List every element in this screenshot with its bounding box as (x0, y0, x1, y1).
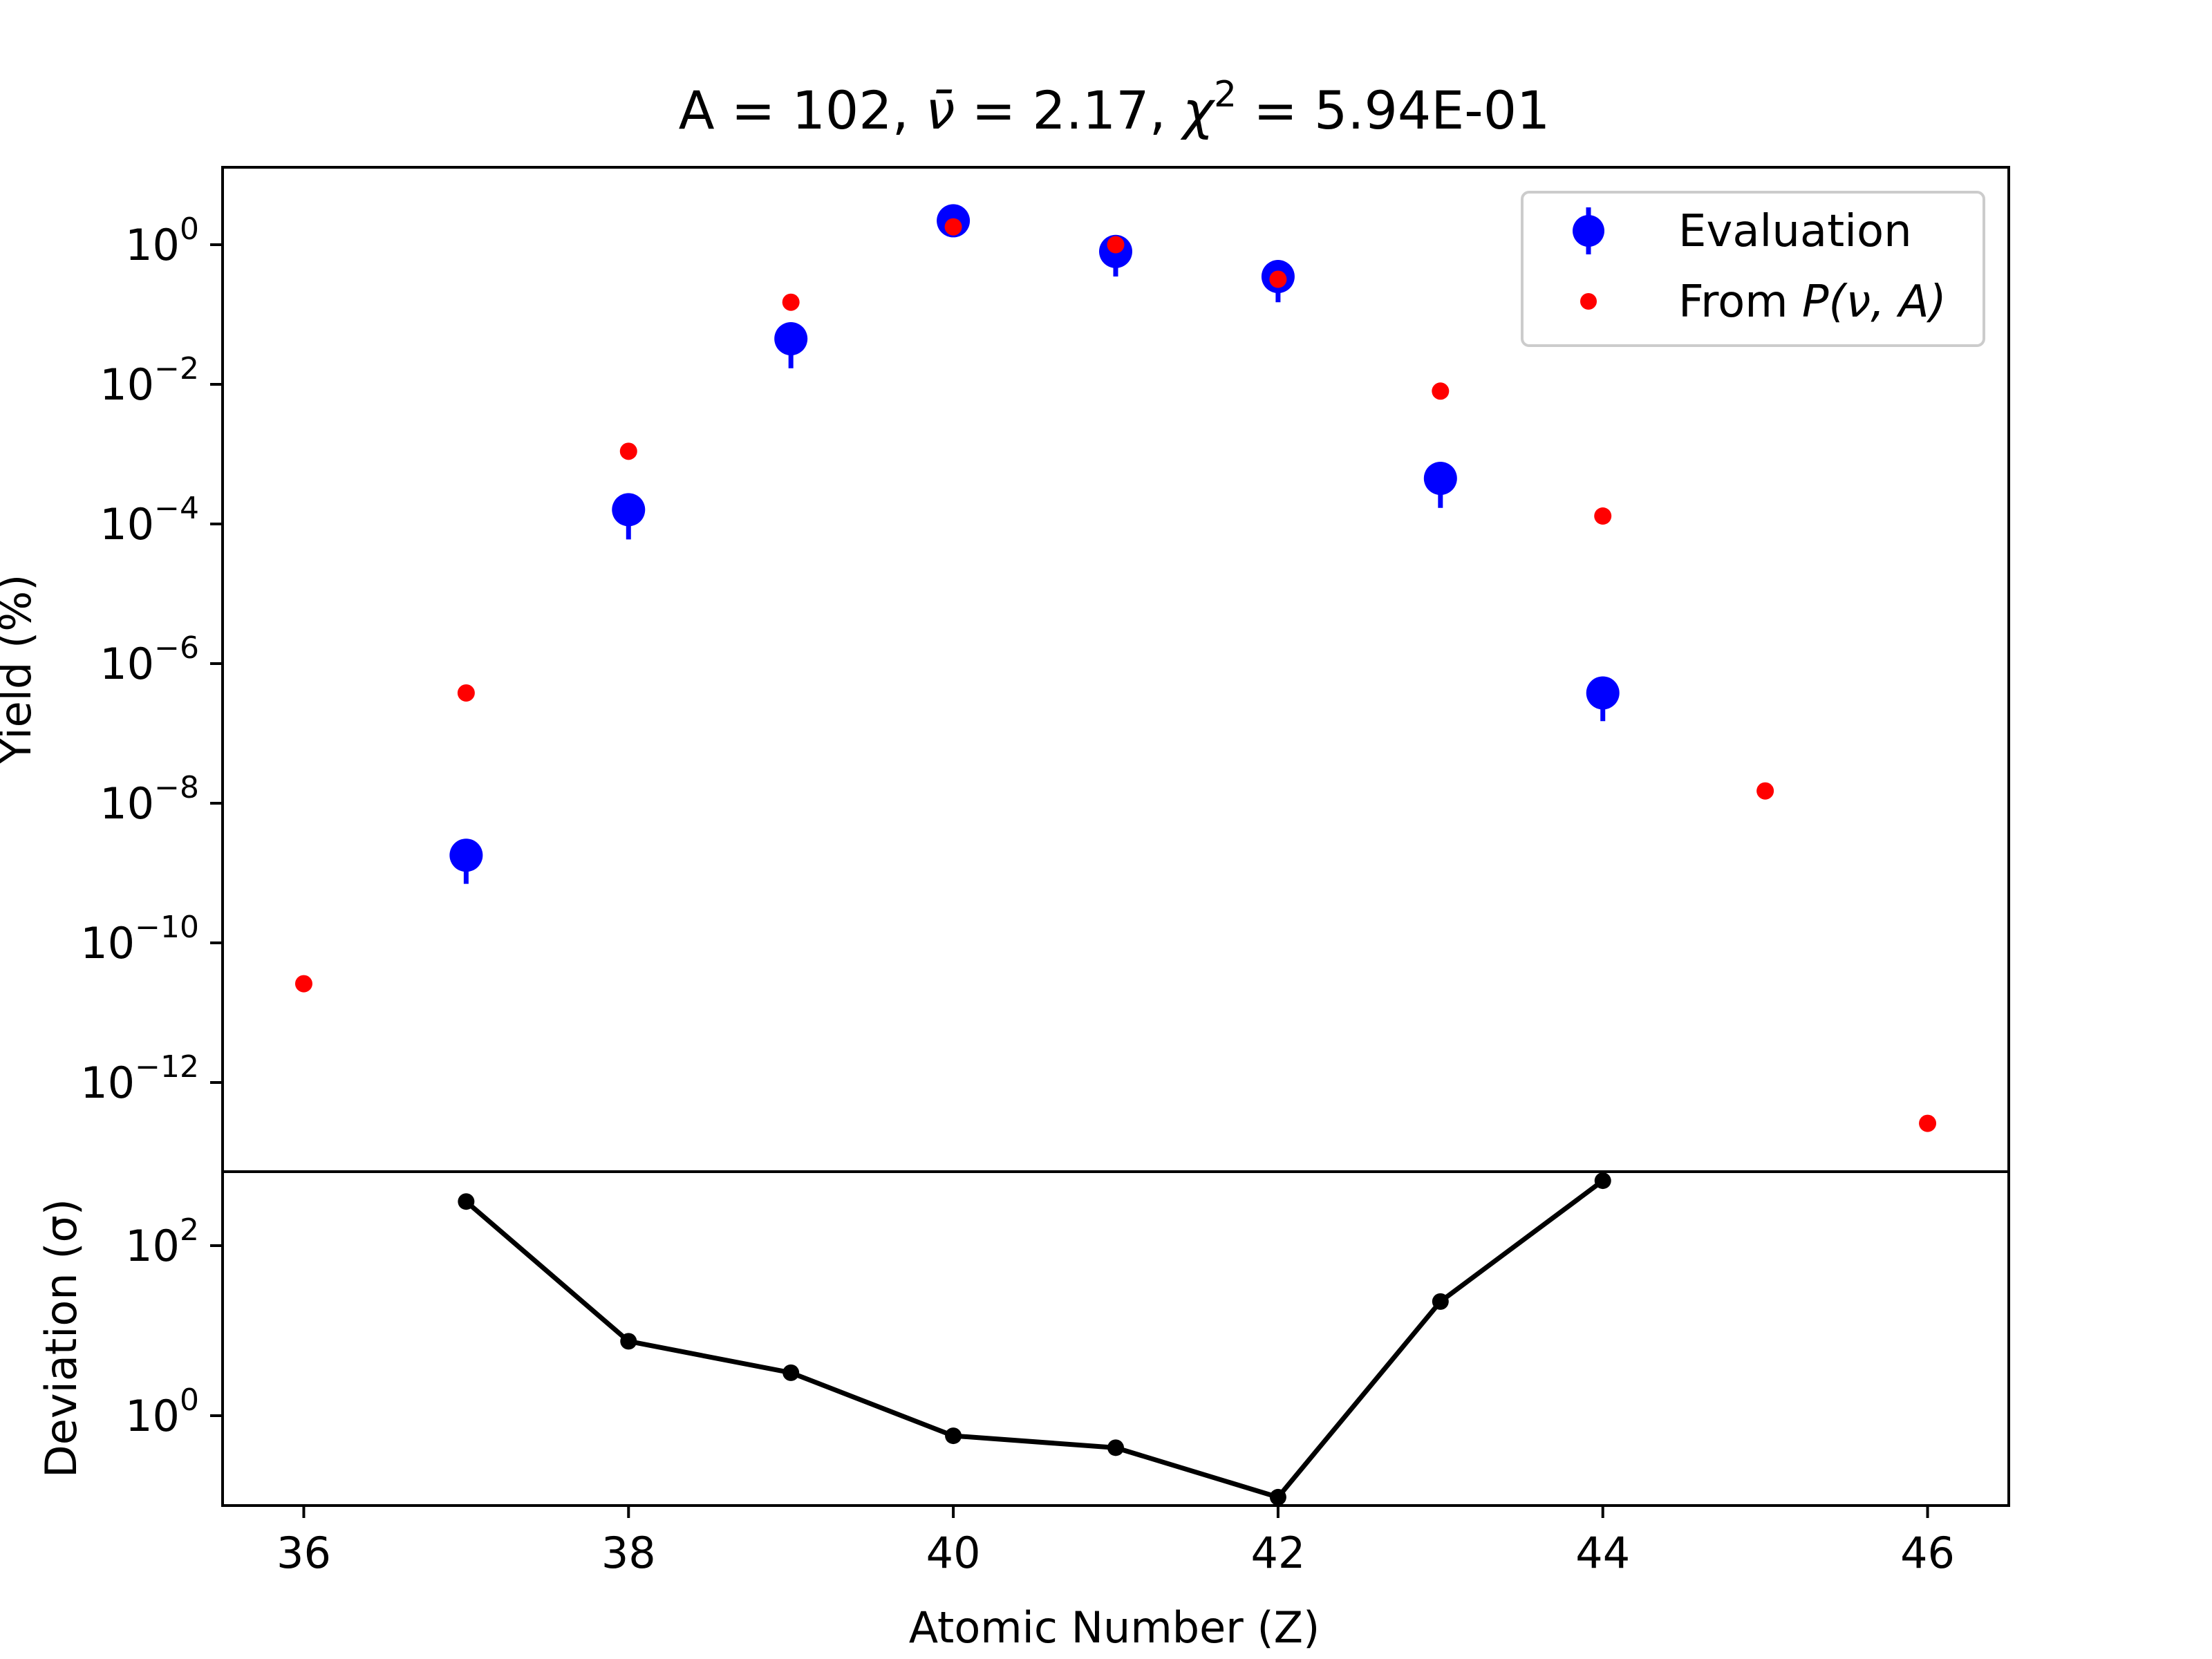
yield-tick-label: 10−12 (80, 1049, 199, 1108)
deviation-tick-label: 102 (125, 1212, 199, 1271)
model-point (1432, 382, 1450, 400)
legend-frame (1521, 191, 1985, 347)
x-tick-label: 38 (601, 1528, 656, 1578)
deviation-points (458, 1172, 1611, 1506)
deviation-point (945, 1427, 962, 1445)
model-series (294, 218, 1937, 1132)
legend: Evaluation From P(ν, A) (1521, 191, 1985, 347)
deviation-panel: 100 102 Deviation (σ) 36 38 40 42 44 46 Atomic… (36, 1170, 2010, 1653)
yield-tick-label: 100 (125, 212, 199, 270)
model-point (294, 975, 312, 993)
evaluation-point (612, 493, 646, 527)
legend-model-label: From P(ν, A) (1678, 276, 1947, 328)
deviation-point (458, 1193, 475, 1210)
deviation-axis-ticks: 100 102 (125, 1212, 223, 1441)
evaluation-point (449, 838, 483, 872)
x-axis-label: Atomic Number (Z) (909, 1602, 1320, 1653)
chart-title: A = 102, ν̄ = 2.17, χ2 = 5.94E-01 (679, 74, 1550, 141)
model-point (944, 218, 962, 236)
legend-evaluation-marker (1573, 215, 1604, 247)
x-tick-label: 44 (1575, 1528, 1630, 1578)
deviation-point (1107, 1439, 1124, 1456)
model-point (619, 442, 637, 460)
model-point (1594, 507, 1612, 525)
deviation-point (1269, 1488, 1286, 1506)
yield-tick-label: 10−8 (100, 770, 199, 829)
yield-tick-label: 10−4 (100, 491, 199, 550)
x-tick-label: 42 (1250, 1528, 1305, 1578)
model-point (1756, 782, 1774, 800)
model-point (1919, 1114, 1937, 1132)
deviation-plot-frame (221, 1170, 2010, 1507)
deviation-point (1432, 1293, 1449, 1310)
yield-axis-label: Yield (%) (0, 574, 41, 765)
model-point (1269, 270, 1287, 288)
yield-tick-label: 10−6 (100, 630, 199, 689)
evaluation-point (1586, 676, 1620, 710)
deviation-point (782, 1364, 800, 1381)
deviation-tick-label: 100 (125, 1382, 199, 1441)
legend-model-marker (1580, 293, 1597, 310)
x-tick-label: 46 (1900, 1528, 1955, 1578)
x-axis-ticks: 36 38 40 42 44 46 (276, 1506, 1955, 1578)
evaluation-point (1423, 462, 1457, 496)
yield-axis-ticks: 100 10−2 10−4 10−6 10−8 10−10 10−12 (80, 212, 223, 1108)
deviation-axis-label: Deviation (σ) (36, 1199, 86, 1478)
model-point (1107, 236, 1125, 254)
deviation-point (620, 1333, 637, 1350)
model-point (457, 684, 475, 702)
evaluation-series (449, 204, 1620, 872)
deviation-line (465, 1179, 1604, 1500)
x-tick-label: 36 (276, 1528, 331, 1578)
evaluation-point (774, 322, 808, 356)
deviation-point (1594, 1172, 1611, 1190)
yield-tick-label: 10−10 (80, 910, 199, 968)
legend-evaluation-label: Evaluation (1678, 206, 1912, 257)
x-tick-label: 40 (926, 1528, 981, 1578)
yield-tick-label: 10−2 (100, 351, 199, 410)
model-point (782, 293, 800, 311)
